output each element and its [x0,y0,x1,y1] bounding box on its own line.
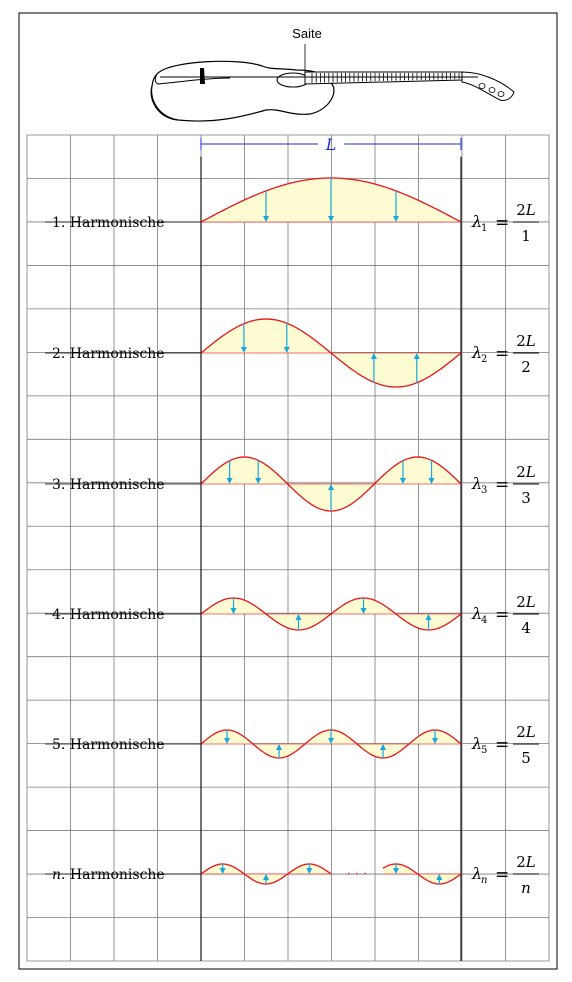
harmonic-row: 3. Harmonische λ3 =2L3 [45,456,539,512]
fraction-denominator: 3 [521,489,531,507]
equals-sign: = [495,344,509,364]
fraction-denominator: 1 [521,227,531,245]
equals-sign: = [495,475,509,495]
guitar-illustration: Saite [150,26,515,122]
equals-sign: = [495,865,509,885]
fraction-numerator: 2L [516,332,536,350]
equals-sign: = [495,735,509,755]
tuning-peg [488,87,496,93]
wavelength-subscript: 5 [481,745,487,756]
wavelength-subscript: 2 [481,354,487,365]
wavelength-subscript: 1 [481,223,487,234]
harmonic-label-var: n [52,867,61,883]
tuning-peg [478,83,486,89]
harmonic-row: 1. Harmonische λ1 =2L1 [45,177,539,245]
equals-sign: = [495,213,509,233]
fraction-numerator: 2L [516,723,536,741]
wavelength-symbol: λ [471,212,482,231]
harmonic-label: 4. Harmonische [52,607,165,623]
harmonic-row: 4. Harmonische λ4 =2L4 [45,593,539,637]
fraction-denominator: 2 [521,358,531,376]
harmonic-label: 3. Harmonische [52,477,165,493]
harmonic-row: n. Harmonische · · · λn =2Ln [45,853,539,897]
fraction-numerator: 2L [516,201,536,219]
wavelength-symbol: λ [471,604,482,623]
wavelength-symbol: λ [471,864,482,883]
wavelength-subscript: 3 [481,485,487,496]
wavelength-subscript: n [481,875,487,886]
harmonic-label-text: . Harmonische [61,867,165,883]
fraction-denominator: 5 [521,749,531,767]
harmonic-label: n. Harmonische [52,867,165,883]
fraction-numerator: 2L [516,593,536,611]
wavelength-symbol: λ [471,734,482,753]
wavelength-subscript: 4 [481,615,487,626]
tuning-peg [497,91,505,97]
string-label: Saite [292,26,322,41]
harmonic-label: 5. Harmonische [52,737,165,753]
harmonic-label: 1. Harmonische [52,215,165,231]
fraction-denominator: n [521,879,531,897]
wave-curve [200,597,462,631]
guitar-body [150,60,335,122]
bridge [200,68,205,84]
wave-curve [200,318,462,388]
guitar-side [151,85,179,121]
soundhole [276,72,310,88]
fraction-numerator: 2L [516,463,536,481]
guitar-top-edge [154,73,231,85]
ellipsis: · · · [347,867,368,882]
wavelength-symbol: λ [471,474,482,493]
fraction-denominator: 4 [521,619,531,637]
harmonic-label: 2. Harmonische [52,346,165,362]
length-label: L [325,135,337,154]
length-dimension: L [200,135,462,154]
harmonic-row: 2. Harmonische λ2 =2L2 [45,318,539,388]
wavelength-symbol: λ [471,343,482,362]
harmonic-row: 5. Harmonische λ5 =2L5 [45,723,539,767]
grid [26,134,550,962]
fraction-numerator: 2L [516,853,536,871]
equals-sign: = [495,605,509,625]
